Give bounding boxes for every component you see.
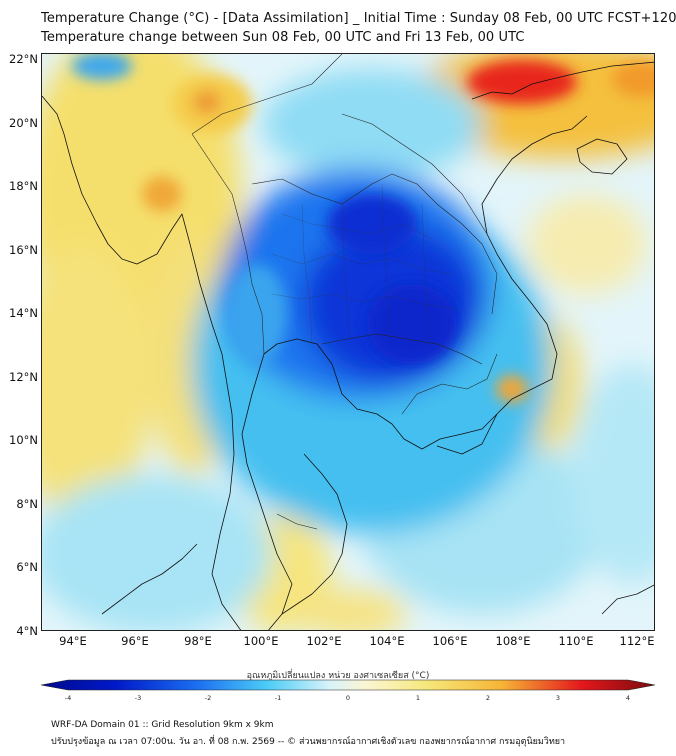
province-borders bbox=[271, 183, 458, 345]
lat-label-14n: 14°N bbox=[9, 306, 38, 320]
border-myanmar-thailand bbox=[191, 133, 265, 355]
title-line-2: Temperature change between Sun 08 Feb, 0… bbox=[41, 30, 525, 45]
colorbar-tick-4: 4 bbox=[625, 694, 631, 702]
lon-label-104e: 104°E bbox=[369, 634, 405, 648]
border-thailand-cambodia bbox=[321, 333, 483, 365]
lat-label-18n: 18°N bbox=[9, 179, 38, 193]
lat-label-16n: 16°N bbox=[9, 243, 38, 257]
footer-credit: ปรับปรุงข้อมูล ณ เวลา 07:00น. วัน อา. ที… bbox=[51, 737, 566, 747]
border-laos-vietnam bbox=[341, 113, 488, 235]
coast-gulf-of-thailand bbox=[241, 115, 588, 630]
coast-bay-of-bengal bbox=[42, 95, 242, 630]
lon-label-108e: 108°E bbox=[495, 634, 531, 648]
coast-borneo bbox=[601, 584, 654, 615]
lon-label-106e: 106°E bbox=[432, 634, 468, 648]
lon-label-96e: 96°E bbox=[121, 634, 149, 648]
border-thailand-laos bbox=[251, 173, 498, 315]
colorbar-tick-minus2: -2 bbox=[204, 694, 212, 702]
lon-label-94e: 94°E bbox=[59, 634, 87, 648]
colorbar-tick-minus4: -4 bbox=[64, 694, 72, 702]
lat-label-10n: 10°N bbox=[9, 433, 38, 447]
colorbar-tick-3: 3 bbox=[555, 694, 561, 702]
lon-label-98e: 98°E bbox=[184, 634, 212, 648]
border-myanmar-china bbox=[191, 54, 343, 135]
lat-label-6n: 6°N bbox=[16, 560, 38, 574]
colorbar-tick-1: 1 bbox=[415, 694, 421, 702]
temperature-field-detail bbox=[72, 54, 654, 403]
lat-label-4n: 4°N bbox=[16, 624, 38, 638]
lon-label-100e: 100°E bbox=[243, 634, 279, 648]
colorbar-tick-minus1: -1 bbox=[274, 694, 282, 702]
title-line-1: Temperature Change (°C) - [Data Assimila… bbox=[41, 11, 676, 26]
lat-label-22n: 22°N bbox=[9, 52, 38, 66]
colorbar-tick-0: 0 bbox=[345, 694, 351, 702]
map-canvas bbox=[42, 54, 654, 630]
lat-label-8n: 8°N bbox=[16, 497, 38, 511]
coast-malay-east bbox=[281, 453, 348, 615]
coast-china-south bbox=[471, 61, 654, 100]
lat-label-12n: 12°N bbox=[9, 370, 38, 384]
colorbar-bar bbox=[40, 679, 656, 691]
lon-label-112e: 112°E bbox=[619, 634, 655, 648]
lat-label-20n: 20°N bbox=[9, 116, 38, 130]
colorbar bbox=[40, 679, 656, 691]
colorbar-tick-2: 2 bbox=[485, 694, 491, 702]
border-cambodia-vietnam bbox=[401, 353, 498, 415]
lon-label-102e: 102°E bbox=[306, 634, 342, 648]
footer-model-info: WRF-DA Domain 01 :: Grid Resolution 9km … bbox=[51, 720, 274, 730]
lon-label-110e: 110°E bbox=[558, 634, 594, 648]
border-thailand-malaysia bbox=[276, 513, 318, 530]
colorbar-tick-minus3: -3 bbox=[134, 694, 142, 702]
colorbar-title: อุณหภูมิเปลี่ยนแปลง หน่วย องศาเซลเซียส (… bbox=[246, 671, 430, 681]
temperature-change-map[interactable] bbox=[41, 53, 655, 631]
coastlines bbox=[42, 61, 654, 630]
coast-sumatra bbox=[101, 543, 198, 615]
coast-vietnam-south bbox=[436, 413, 498, 455]
coast-hainan bbox=[576, 138, 628, 175]
national-borders bbox=[191, 54, 498, 530]
